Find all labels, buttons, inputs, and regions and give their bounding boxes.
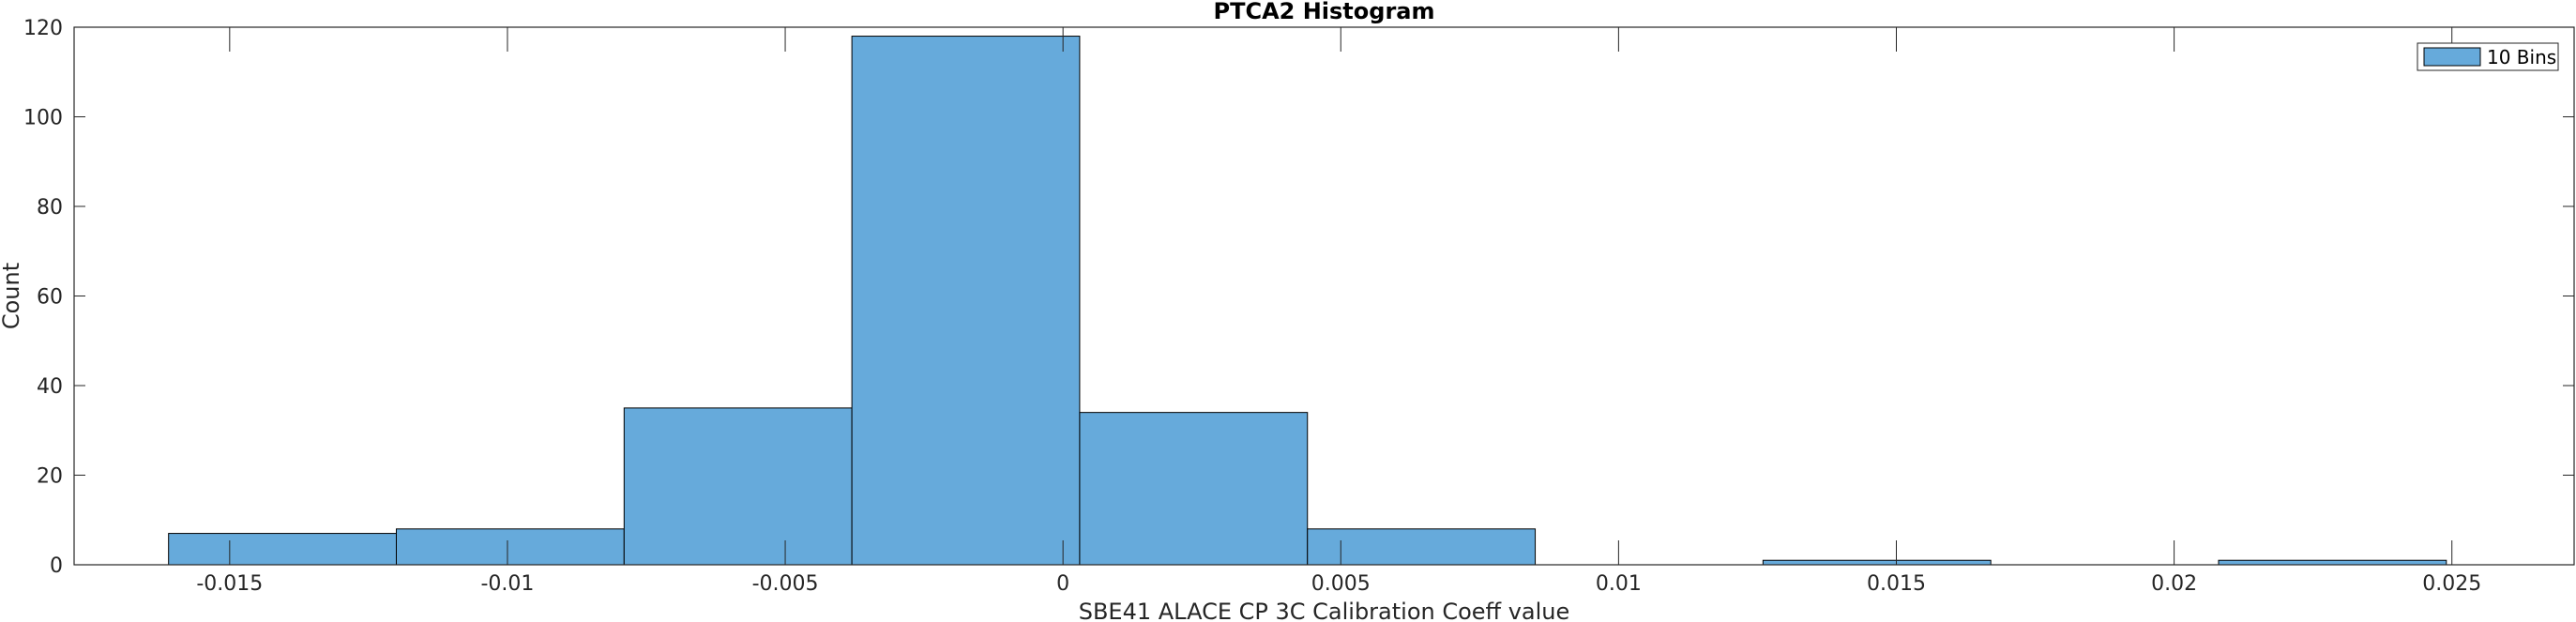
histogram-bar — [1079, 412, 1309, 566]
histogram-bar — [168, 533, 397, 566]
legend-swatch — [2423, 47, 2481, 67]
x-tick-label: 0.015 — [1867, 572, 1926, 596]
x-tick-label: 0.01 — [1596, 572, 1642, 596]
y-tick-label: 60 — [37, 286, 63, 310]
axis-ticks — [74, 26, 2574, 566]
histogram-bar — [623, 407, 853, 566]
histogram-bar — [395, 528, 625, 566]
y-tick-label: 40 — [37, 375, 63, 399]
y-tick-label: 0 — [50, 554, 63, 578]
chart-title: PTCA2 Histogram — [1214, 0, 1435, 24]
y-tick-label: 100 — [23, 107, 63, 130]
x-tick-label: 0.02 — [2151, 572, 2197, 596]
histogram-bar — [851, 36, 1081, 566]
legend-label: 10 Bins — [2487, 46, 2556, 68]
x-tick-label: 0.025 — [2422, 572, 2481, 596]
x-tick-label: 0.005 — [1311, 572, 1371, 596]
x-tick-label: -0.005 — [752, 572, 819, 596]
bars-group — [168, 36, 2447, 566]
x-tick-label: -0.01 — [480, 572, 534, 596]
histogram-bar — [2218, 559, 2447, 566]
plot-frame — [73, 26, 2575, 566]
y-tick-label: 80 — [37, 196, 63, 220]
x-tick-labels: -0.015 -0.01 -0.005 0 0.005 0.01 0.015 0.02 0.02… — [196, 572, 2481, 596]
y-tick-labels: 0 20 40 60 80 100 120 — [23, 17, 63, 578]
x-tick-label: 0 — [1056, 572, 1069, 596]
y-tick-label: 120 — [23, 17, 63, 40]
legend: 10 Bins — [2417, 42, 2559, 71]
histogram-bar — [1762, 559, 1992, 566]
histogram-bar — [1307, 528, 1537, 566]
y-tick-label: 20 — [37, 465, 63, 489]
x-axis-title: SBE41 ALACE CP 3C Calibration Coeff valu… — [1079, 599, 1570, 622]
x-tick-label: -0.015 — [196, 572, 263, 596]
y-axis-title: Count — [0, 263, 24, 329]
